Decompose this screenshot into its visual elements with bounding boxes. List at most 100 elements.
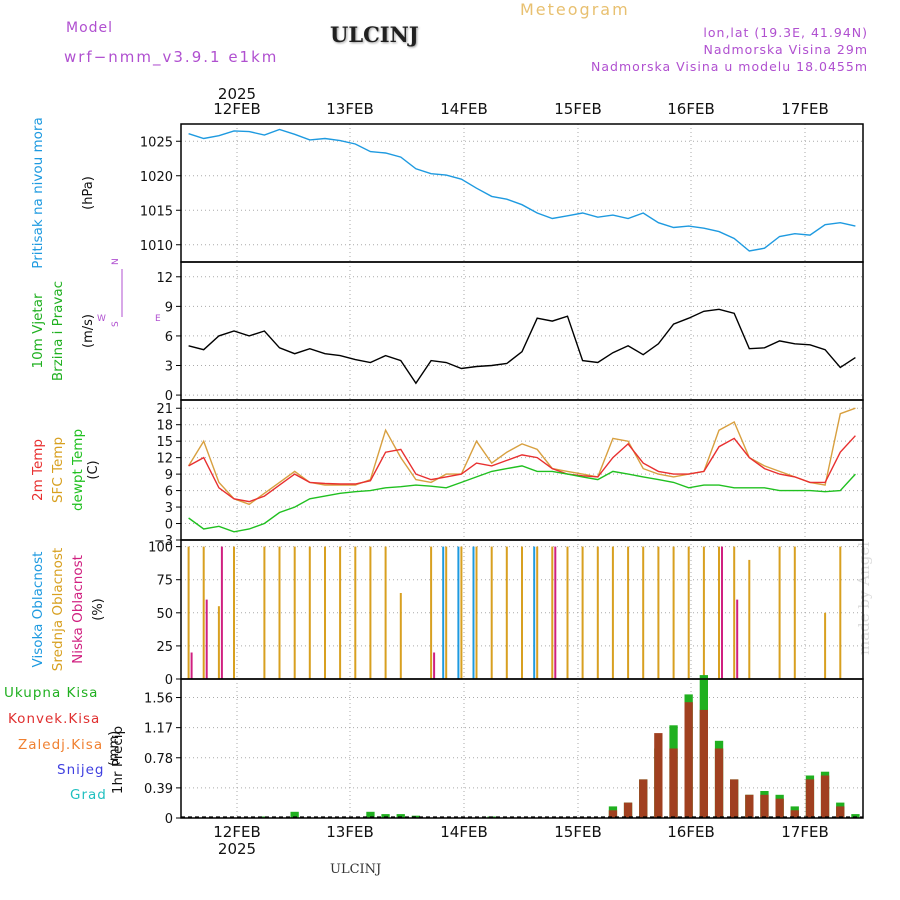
series-line-wind-0 xyxy=(188,308,856,385)
legend-total-rain: Ukupna Kisa xyxy=(4,685,99,701)
bar-clouds-1 xyxy=(521,546,523,679)
bar-precip-1 xyxy=(714,748,724,818)
bar-clouds-1 xyxy=(733,546,736,679)
compass-south: S xyxy=(111,321,121,327)
units-label: (m/s) xyxy=(81,314,96,348)
compass-west: W xyxy=(97,314,106,324)
bar-precip-1 xyxy=(775,798,784,818)
y-tick-label: 1.17 xyxy=(144,722,173,737)
panel-title: Pritisak na nivou mora xyxy=(30,117,46,268)
series-line-temperature-2 xyxy=(188,465,856,533)
y-tick-label: 18 xyxy=(156,419,173,434)
y-tick-label: 1.56 xyxy=(144,692,173,707)
bar-clouds-1 xyxy=(490,546,493,679)
panel-title: 10m Vjetar xyxy=(30,293,46,368)
units-label: (C) xyxy=(86,460,101,479)
bottom-year-label: 2025 xyxy=(218,840,256,858)
series-line-pressure-0 xyxy=(188,128,856,252)
bar-precip-0 xyxy=(851,814,860,818)
bar-clouds-1 xyxy=(263,546,266,679)
bar-precip-1 xyxy=(639,779,648,818)
y-tick-label: 6 xyxy=(165,485,173,500)
y-tick-label: 0 xyxy=(165,673,173,688)
y-tick-label: 0.78 xyxy=(144,752,173,767)
bar-clouds-1 xyxy=(460,546,463,679)
bar-clouds-2 xyxy=(433,652,436,679)
bar-clouds-2 xyxy=(554,546,557,679)
bar-precip-0 xyxy=(366,811,375,818)
altitude-info: Nadmorska Visina 29m xyxy=(703,42,868,57)
bar-clouds-0 xyxy=(472,546,475,679)
top-year-label: 2025 xyxy=(218,85,256,103)
bar-clouds-1 xyxy=(308,546,311,679)
y-tick-label: 75 xyxy=(156,574,173,589)
bar-precip-1 xyxy=(820,775,830,818)
model-version: wrf−nmm_v3.9.1 e1km xyxy=(64,48,279,66)
bar-clouds-1 xyxy=(278,546,281,679)
bar-clouds-1 xyxy=(702,546,705,679)
bar-clouds-2 xyxy=(736,599,739,679)
compass-rose: W N S E xyxy=(97,258,161,327)
panel-wind: 0 3 6 9 12 (m/s) 10m Vjetar Brzina i Pravac W N S E xyxy=(30,258,864,404)
y-tick-label: 0 xyxy=(165,389,173,404)
panel-frame xyxy=(180,123,864,263)
y-tick-label: 3 xyxy=(165,501,173,516)
bar-precip-1 xyxy=(684,702,693,818)
bar-clouds-1 xyxy=(536,546,539,679)
bar-clouds-1 xyxy=(399,593,402,679)
bar-precip-1 xyxy=(836,806,845,818)
legend-snow: Snijeg xyxy=(57,762,105,778)
top-day-label: 12FEB xyxy=(213,100,260,118)
bar-precip-0 xyxy=(381,814,390,818)
bar-clouds-1 xyxy=(293,546,296,679)
top-day-label: 14FEB xyxy=(440,100,487,118)
bar-clouds-1 xyxy=(339,546,342,679)
panel-title: Brzina i Pravac xyxy=(50,281,66,381)
bar-clouds-1 xyxy=(369,546,372,679)
bar-clouds-1 xyxy=(748,559,751,679)
panel-title: Visoka Oblacnost xyxy=(30,552,46,668)
bar-clouds-1 xyxy=(566,546,569,679)
bar-clouds-1 xyxy=(217,606,220,679)
bottom-day-label: 12FEB xyxy=(213,823,260,841)
panel-pressure: 1010 1015 1020 1025 (hPa) Pritisak na nivou m… xyxy=(30,117,864,269)
panel-title: Niska Oblacnost xyxy=(70,555,86,664)
bar-clouds-1 xyxy=(778,546,781,679)
bar-clouds-1 xyxy=(672,546,675,679)
y-tick-label: 0.39 xyxy=(144,782,173,797)
bar-clouds-1 xyxy=(324,546,326,679)
bar-clouds-1 xyxy=(657,546,660,679)
y-tick-label: 1025 xyxy=(140,135,173,150)
bar-precip-1 xyxy=(805,779,815,818)
bar-clouds-0 xyxy=(457,546,460,679)
bar-clouds-1 xyxy=(202,546,205,679)
bar-precip-1 xyxy=(669,748,678,818)
bar-clouds-1 xyxy=(187,546,190,679)
bar-clouds-0 xyxy=(533,546,536,679)
bar-clouds-1 xyxy=(475,546,478,679)
bar-precip-1 xyxy=(654,733,663,818)
panel-frame xyxy=(180,261,864,401)
y-tick-label: 25 xyxy=(156,640,173,655)
bar-clouds-1 xyxy=(445,546,448,679)
bar-clouds-1 xyxy=(596,546,599,679)
bar-precip-1 xyxy=(790,810,799,818)
units-label: (%) xyxy=(91,598,106,621)
bar-clouds-1 xyxy=(824,612,827,679)
bottom-day-label: 17FEB xyxy=(781,823,828,841)
bar-clouds-2 xyxy=(220,546,223,679)
model-altitude-info: Nadmorska Visina u modelu 18.0455m xyxy=(591,59,868,74)
panel-frame xyxy=(180,399,864,541)
y-tick-label: 50 xyxy=(156,607,173,622)
bottom-day-label: 16FEB xyxy=(667,823,714,841)
meteogram-label: Meteogram xyxy=(520,0,630,19)
legend-hail: Grad xyxy=(70,787,107,803)
panel-frame xyxy=(180,678,864,819)
bar-clouds-1 xyxy=(551,546,554,679)
bar-precip-1 xyxy=(623,802,633,818)
bar-clouds-1 xyxy=(627,546,630,679)
units-label: (hPa) xyxy=(81,176,96,210)
bar-clouds-1 xyxy=(354,546,357,679)
